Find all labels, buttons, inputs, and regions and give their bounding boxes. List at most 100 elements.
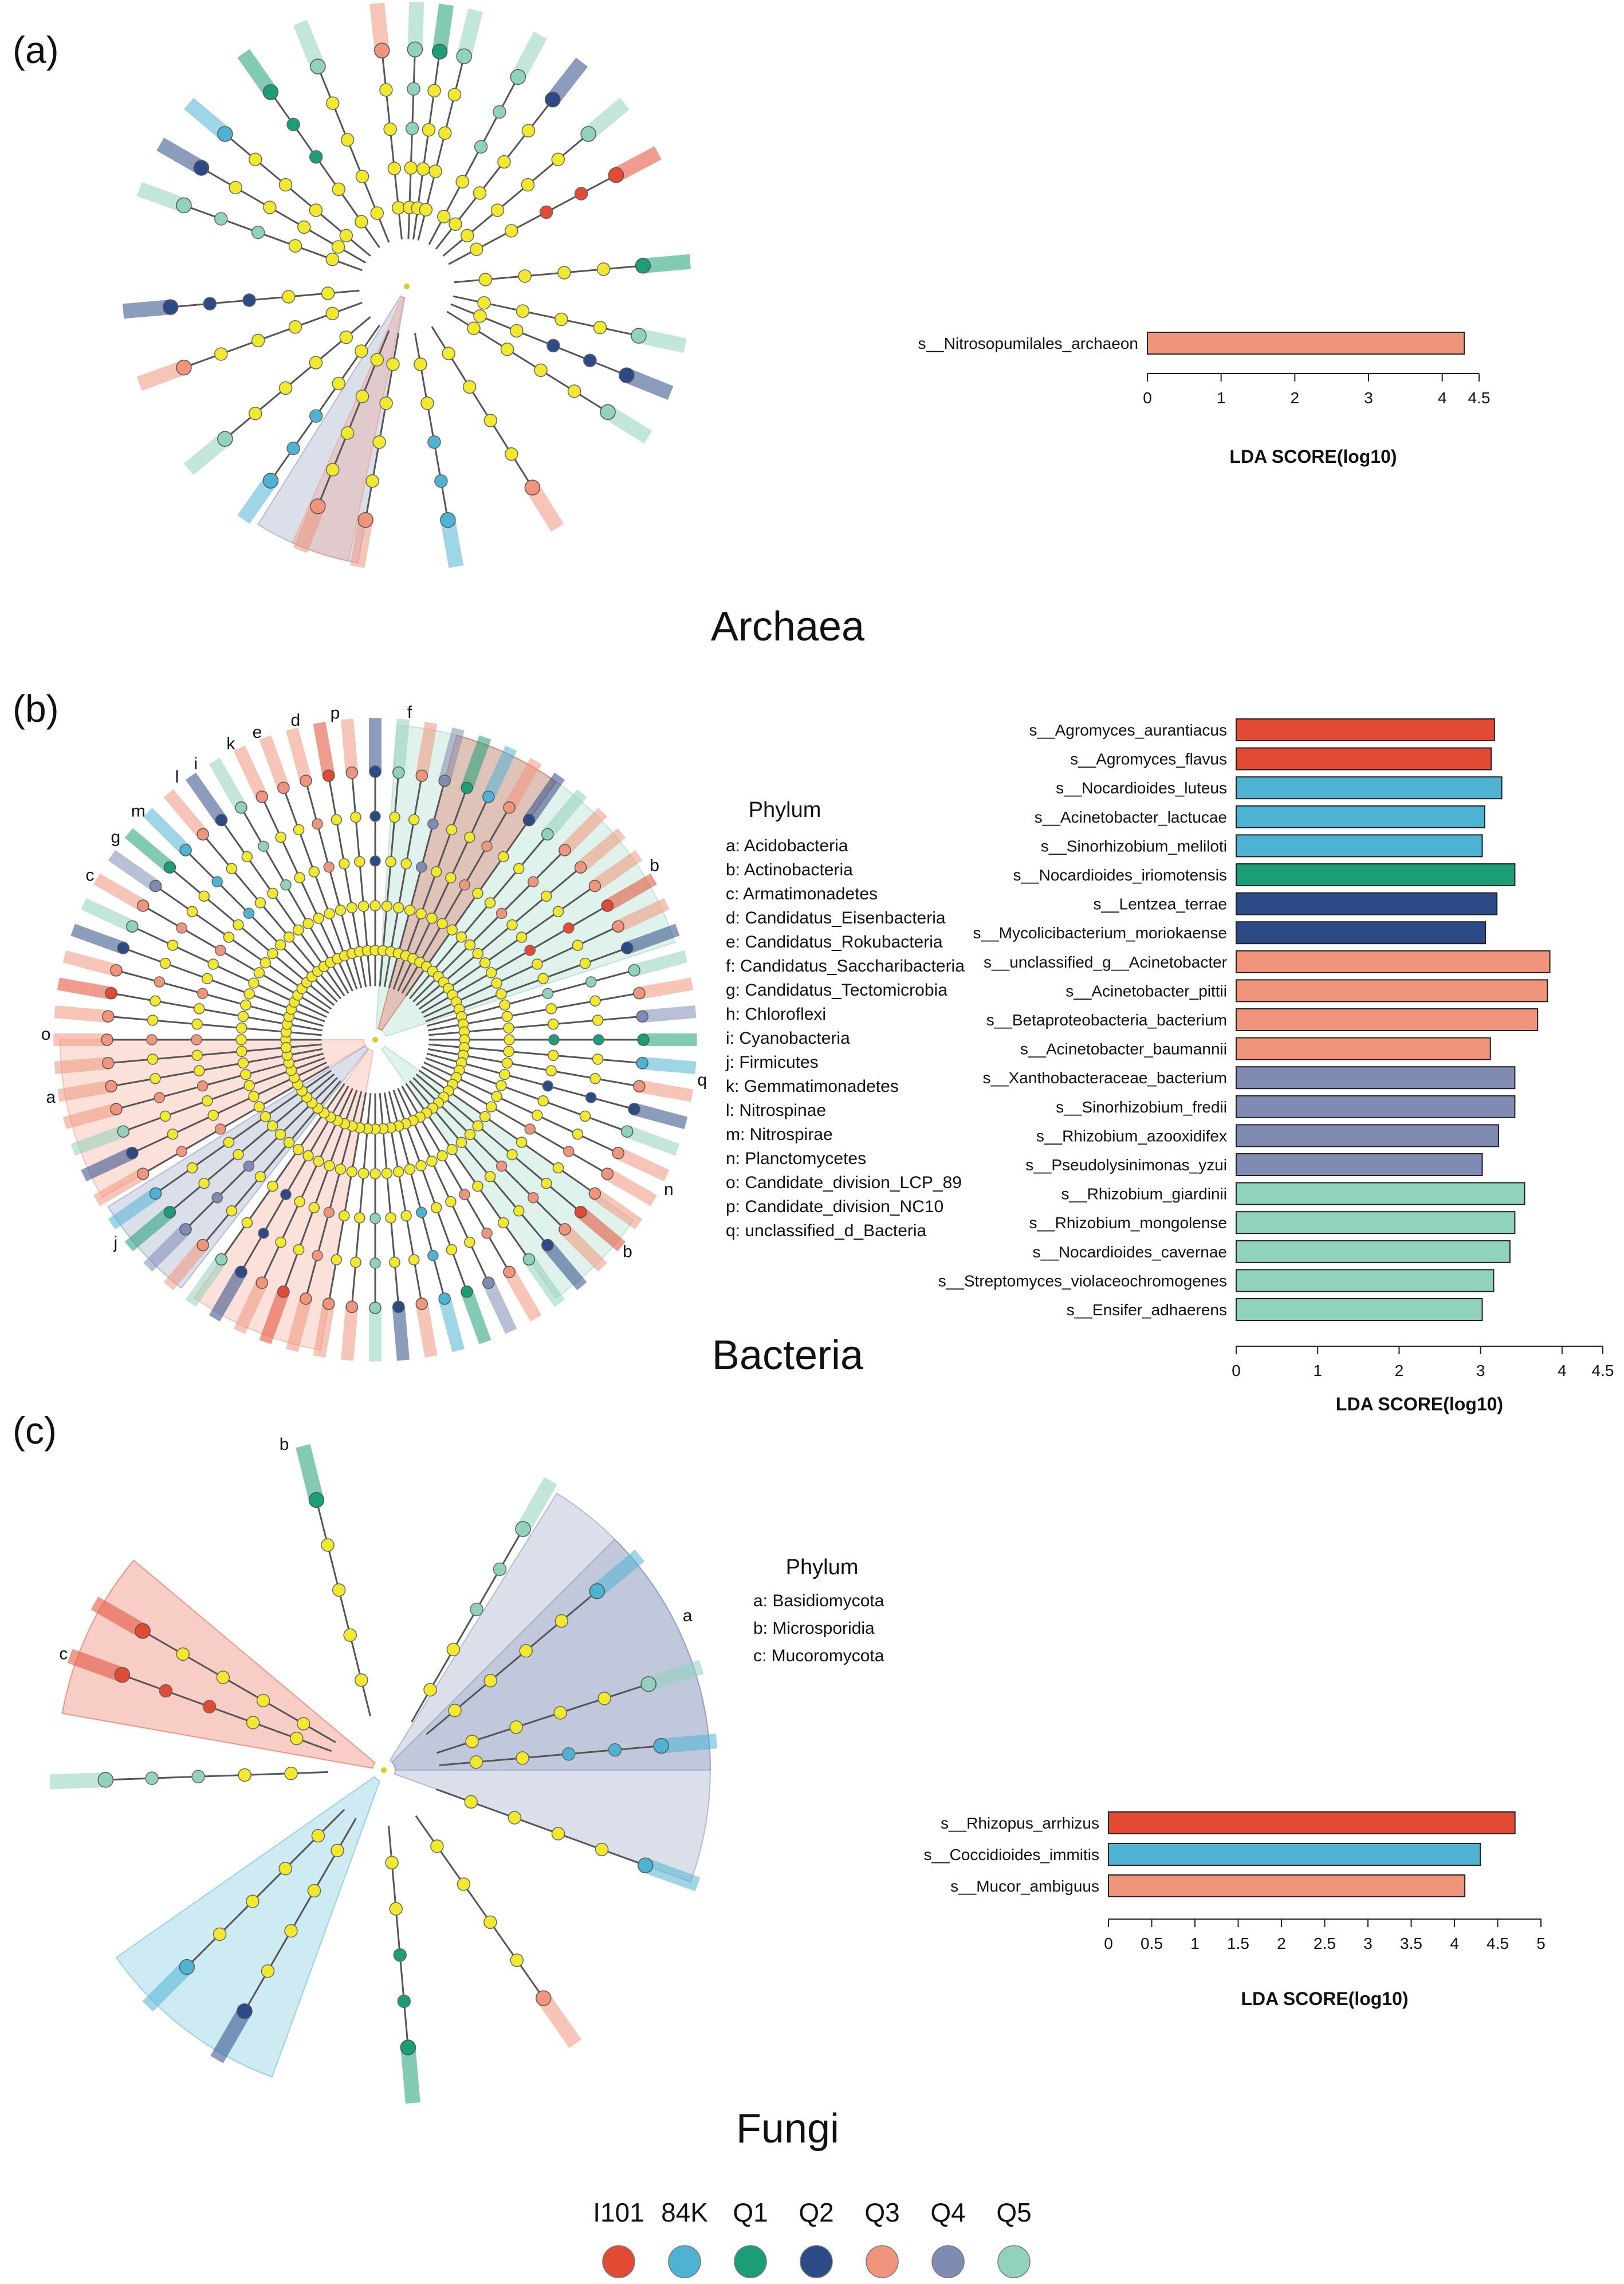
cladogram-tip-band — [637, 328, 687, 353]
x-tick-label: 2 — [1395, 1362, 1404, 1379]
cladogram-node — [499, 1068, 510, 1080]
cladogram-tip-band — [54, 1005, 109, 1023]
cladogram-node — [386, 357, 400, 371]
cladogram-tip-node — [541, 1239, 554, 1252]
cladogram-node — [434, 474, 448, 488]
cladogram-node — [237, 1057, 249, 1069]
bar-s-rhizobium-azooxidifex — [1236, 1124, 1499, 1147]
cladogram-node — [393, 1948, 407, 1962]
cladogram-node — [215, 945, 226, 956]
cladogram-tip-band — [560, 808, 607, 855]
cladogram-node — [437, 210, 451, 223]
bar-s-acinetobacter-pittii — [1236, 979, 1548, 1003]
cladogram-tip-node — [217, 126, 233, 142]
cladogram-node — [510, 324, 524, 338]
cladogram-tip-node — [637, 1033, 650, 1046]
cladogram-node — [437, 1150, 448, 1162]
cladogram-tip-band — [524, 772, 565, 824]
cladogram-tip-band — [163, 1241, 208, 1291]
bar-s-mucor-ambiguus — [1108, 1874, 1466, 1897]
cladogram-tip-band — [660, 1733, 718, 1754]
cladogram-node — [392, 902, 404, 914]
cladogram-node — [369, 1213, 381, 1224]
cladogram-tip-node — [262, 473, 279, 489]
group-label-84k: 84K — [661, 2197, 708, 2227]
cladogram-node — [150, 995, 161, 1007]
cladogram-node — [541, 1177, 552, 1189]
cladogram-tip-node — [633, 986, 646, 1000]
phylum-item-c: c: Armatimonadetes — [726, 884, 878, 903]
cladogram-node — [275, 1236, 286, 1248]
cladogram-node — [521, 124, 536, 137]
cladogram-tip-band — [482, 745, 517, 800]
cladogram-tip-node — [310, 498, 326, 514]
phylum-item-j: j: Firmicutes — [725, 1053, 819, 1072]
cladogram-tip-node — [621, 942, 634, 954]
cladogram-node — [251, 333, 265, 348]
cladogram-node — [419, 203, 433, 217]
cladogram-tip-band — [400, 2047, 420, 2104]
cladogram-node — [503, 1045, 514, 1058]
cladogram-node — [446, 1244, 458, 1256]
cladogram-tip-band — [638, 1080, 693, 1102]
cladogram-node — [499, 999, 510, 1011]
cladogram-node — [258, 840, 269, 852]
lda-bar-chart-fungi: s__Rhizopus_arrhizus s__Coccidioides_immi… — [923, 1811, 1546, 2009]
cladogram-tip-band — [81, 898, 135, 933]
cladogram-node — [397, 1994, 411, 2008]
bar-label-s-ensifer-adhaerens: s__Ensifer_adhaerens — [1067, 1301, 1227, 1319]
cladogram-tip-node — [322, 1298, 335, 1310]
cladogram-tip-node — [640, 1676, 656, 1692]
cladogram-node — [202, 1095, 213, 1107]
phylum-legend-title: Phylum — [749, 798, 821, 822]
cladogram-tip-band — [293, 19, 325, 70]
cladogram-tip-band — [504, 758, 542, 811]
cladogram-node — [464, 831, 475, 843]
cladogram-node — [325, 306, 340, 320]
x-tick-label: 2 — [1277, 1935, 1286, 1952]
cladogram-node — [392, 1166, 404, 1178]
cladogram-node — [497, 851, 509, 863]
group-label-q3: Q3 — [864, 2197, 899, 2227]
cladogram-node — [293, 924, 304, 936]
bar-label-s-streptomyces-violaceochromogenes: s__Streptomyces_violaceochromogenes — [938, 1272, 1227, 1290]
cladogram-tip-node — [300, 775, 312, 787]
cladogram-node — [207, 958, 219, 970]
cladogram-node — [545, 1003, 557, 1015]
cladogram-node — [278, 381, 293, 395]
cladogram-node — [574, 187, 588, 201]
bar-label-s-unclassified-g-acinetobacter: s__unclassified_g__Acinetobacter — [984, 953, 1227, 971]
cladogram-tip-band — [122, 300, 171, 319]
cladogram-node — [430, 1839, 444, 1853]
cladogram-tip-node — [126, 920, 139, 933]
cladogram-node — [479, 1111, 491, 1122]
cladogram-node — [309, 150, 323, 164]
cladogram-node — [296, 1717, 310, 1731]
cladogram-tip-node — [628, 1103, 640, 1115]
cladogram-tip-band — [604, 873, 657, 911]
cladogram-node — [504, 1034, 515, 1045]
cladogram-node — [478, 273, 493, 286]
cladogram-node — [414, 357, 427, 371]
cladogram-node — [516, 931, 528, 943]
bar-label-s-acinetobacter-baumannii: s__Acinetobacter_baumannii — [1020, 1040, 1227, 1058]
cladogram-node — [593, 320, 607, 335]
cladogram-node — [546, 339, 560, 353]
clade-letter-n: n — [664, 1180, 674, 1199]
cladogram-tip-node — [163, 1206, 176, 1218]
cladogram-node — [243, 988, 255, 1000]
cladogram-node — [518, 269, 532, 283]
cladogram-tip-node — [217, 431, 233, 447]
phylum-item-d: d: Candidatus_Eisenbacteria — [726, 909, 946, 927]
cladogram-node — [235, 1034, 247, 1045]
group-swatch-q2 — [800, 2245, 833, 2278]
cladogram-node — [473, 309, 487, 323]
cladogram-node — [324, 908, 335, 919]
cladogram-node — [256, 1693, 270, 1708]
clade-letter-l: l — [175, 768, 179, 787]
cladogram-node — [238, 1768, 251, 1782]
cladogram-node — [583, 353, 597, 367]
cladogram-node — [597, 1692, 611, 1705]
cladogram-tip-band — [526, 483, 564, 532]
cladogram-node — [241, 851, 253, 863]
